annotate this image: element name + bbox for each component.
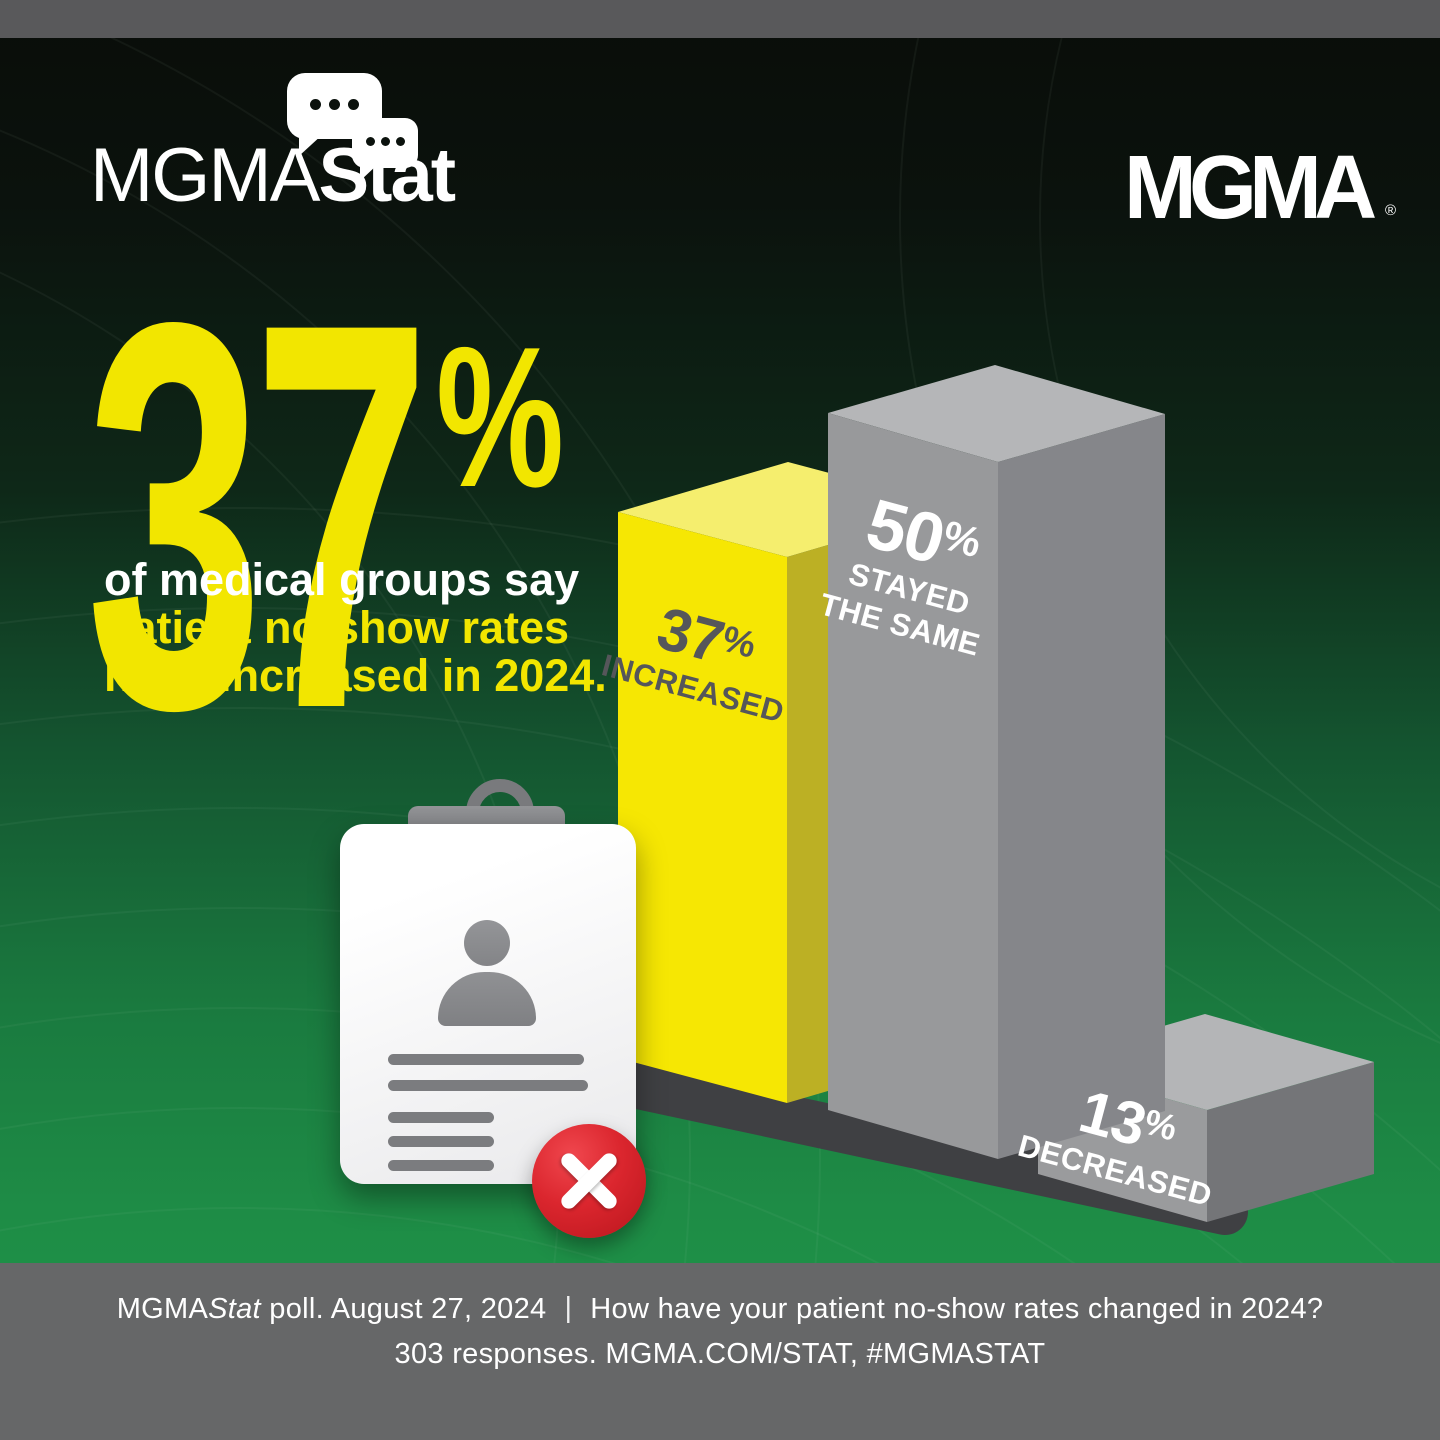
mgma-logo: MGMA ® bbox=[1124, 143, 1396, 233]
patient-torso-icon bbox=[438, 972, 536, 1026]
headline-caption: of medical groups say patient no-show ra… bbox=[104, 556, 607, 700]
bar-increased-front bbox=[618, 512, 787, 1103]
bar-decreased-side bbox=[1207, 1062, 1374, 1222]
bubble-dots-icon bbox=[352, 137, 418, 146]
clipboard-text-line bbox=[388, 1054, 584, 1065]
headline-line-3: have increased in 2024. bbox=[104, 650, 607, 701]
logo-mgma-text: MGMA bbox=[90, 133, 320, 218]
clipboard-text-line bbox=[388, 1080, 588, 1091]
no-show-clipboard-icon bbox=[340, 778, 650, 1238]
footer-divider: | bbox=[564, 1292, 573, 1324]
clipboard-text-line bbox=[388, 1160, 494, 1171]
patient-head-icon bbox=[464, 920, 510, 966]
speech-bubble-small-icon bbox=[352, 118, 418, 181]
bar-stayed-top bbox=[828, 365, 1165, 462]
footer-line-1: MGMAStat poll. August 27, 2024 | How have … bbox=[0, 1292, 1440, 1326]
top-bar bbox=[0, 0, 1440, 38]
footer-line-2: 303 responses. MGMA.COM/STAT, #MGMASTAT bbox=[394, 1338, 1046, 1370]
bubble-dots-icon bbox=[287, 99, 382, 110]
mgma-stat-wordmark: MGMAStat bbox=[90, 138, 456, 214]
logo-stat-text: Stat bbox=[318, 133, 456, 218]
bar-stayed bbox=[828, 365, 1165, 1159]
footer-poll-date: poll. August 27, 2024 bbox=[260, 1293, 547, 1325]
clipboard-text-line bbox=[388, 1112, 494, 1123]
clipboard-text-line bbox=[388, 1136, 494, 1147]
bar-stayed-side bbox=[998, 414, 1165, 1159]
cancel-x-badge-icon bbox=[532, 1124, 646, 1238]
footer-brand: MGMA bbox=[116, 1293, 209, 1325]
footer-bar: MGMAStat poll. August 27, 2024 | How have … bbox=[0, 1263, 1440, 1440]
headline-stat: 37 % bbox=[86, 208, 662, 823]
footer-brand-stat: Stat bbox=[208, 1293, 261, 1325]
registered-mark: ® bbox=[1384, 202, 1397, 219]
headline-line-2: patient no-show rates bbox=[104, 602, 570, 653]
mgma-stat-logo: MGMAStat bbox=[90, 68, 470, 218]
footer-question: How have your patient no-show rates chan… bbox=[590, 1293, 1324, 1325]
headline-value: 37 bbox=[86, 208, 430, 823]
bar-stayed-front bbox=[828, 413, 998, 1159]
clipboard-body bbox=[340, 824, 646, 1238]
headline-percent-sign: % bbox=[436, 306, 565, 529]
mgma-wordmark: MGMA bbox=[1124, 138, 1377, 238]
background-contour-lines bbox=[0, 38, 1440, 1263]
headline-line-1: of medical groups say bbox=[104, 554, 580, 605]
